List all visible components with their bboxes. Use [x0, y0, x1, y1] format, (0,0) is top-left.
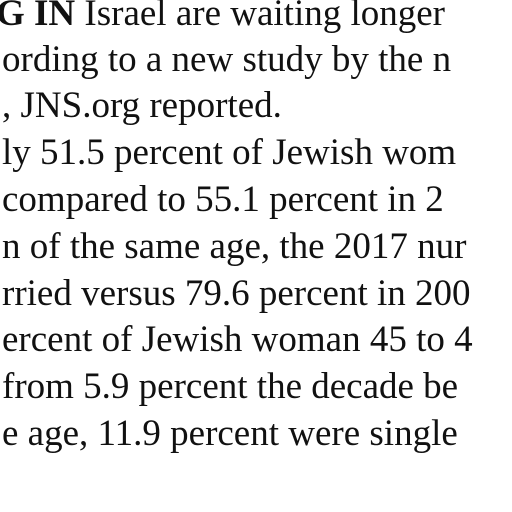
text-line-6: n of the same age, the 2017 nur [2, 226, 467, 267]
text-line-7: rried versus 79.6 percent in 200 [2, 273, 471, 314]
text-line-8: ercent of Jewish woman 45 to 4 [2, 319, 473, 360]
text-line-4: ly 51.5 percent of Jewish wom [2, 132, 457, 173]
text-line-3: , JNS.org reported. [2, 85, 282, 126]
lead-in: G IN [0, 0, 76, 34]
text-line-1: G IN Israel are waiting longer [0, 0, 445, 36]
text-line-2: ording to a new study by the n [2, 39, 452, 80]
text-line-9: from 5.9 percent the decade be [2, 366, 459, 407]
text-line-10: e age, 11.9 percent were single [2, 413, 458, 454]
text-line-5: compared to 55.1 percent in 2 [2, 179, 444, 220]
